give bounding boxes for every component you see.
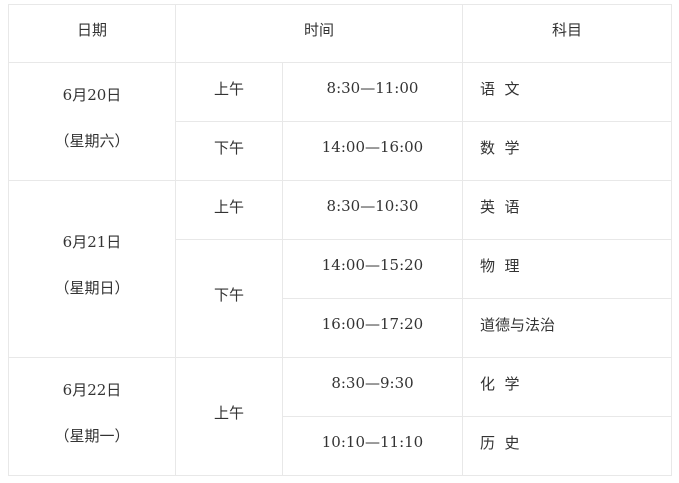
time-cell: 8:30—9:30 — [282, 357, 463, 417]
table-row: 10:10—11:10 历 史 — [9, 416, 672, 476]
date: 6月22日 — [62, 380, 122, 399]
weekday: （星期一） — [54, 426, 130, 445]
table-row: 6月21日 （星期日） 上午 8:30—10:30 英 语 — [8, 180, 672, 358]
subject-cell: 物 理 — [462, 239, 672, 299]
date: 6月20日 — [62, 85, 122, 104]
date-cell: 6月20日 （星期六） — [8, 62, 176, 181]
subject-cell: 数 学 — [462, 121, 672, 181]
weekday: （星期六） — [54, 131, 130, 150]
time-cell: 8:30—11:00 — [282, 62, 463, 122]
period-cell: 上午 — [175, 357, 283, 476]
table-row: 下午 14:00—15:20 物 理 — [9, 239, 672, 358]
exam-schedule-table: 日期 时间 科目 6月20日 （星期六） 上午 8:30—11:00 语 文 下午… — [8, 4, 672, 476]
time-cell: 14:00—15:20 — [282, 239, 463, 299]
date-cell: 6月21日 （星期日） — [8, 180, 176, 358]
time-cell: 10:10—11:10 — [282, 416, 463, 476]
subject-cell: 语 文 — [462, 62, 672, 122]
subject-cell: 历 史 — [462, 416, 672, 476]
table-row: 16:00—17:20 道德与法治 — [9, 298, 672, 358]
date-cell: 6月22日 （星期一） — [8, 357, 176, 476]
subject-cell: 英 语 — [462, 180, 672, 240]
table-row: 6月20日 （星期六） 上午 8:30—11:00 语 文 — [8, 62, 672, 181]
period-cell: 下午 — [175, 239, 283, 358]
weekday: （星期日） — [54, 279, 130, 297]
time-cell: 8:30—10:30 — [282, 180, 463, 240]
header-subject: 科目 — [462, 4, 672, 63]
header-date: 日期 — [8, 4, 176, 63]
period-cell: 下午 — [175, 121, 283, 181]
table-row: 6月22日 （星期一） 上午 8:30—9:30 化 学 — [8, 357, 672, 476]
subject-cell: 化 学 — [462, 357, 672, 417]
time-cell: 14:00—16:00 — [282, 121, 463, 181]
time-cell: 16:00—17:20 — [282, 298, 463, 358]
subject-cell: 道德与法治 — [462, 298, 672, 358]
date: 6月21日 — [62, 233, 122, 251]
header-row: 日期 时间 科目 — [8, 4, 672, 63]
header-time: 时间 — [175, 4, 463, 63]
period-cell: 上午 — [175, 62, 283, 122]
period-cell: 上午 — [175, 180, 283, 240]
table-row: 下午 14:00—16:00 数 学 — [9, 121, 672, 181]
